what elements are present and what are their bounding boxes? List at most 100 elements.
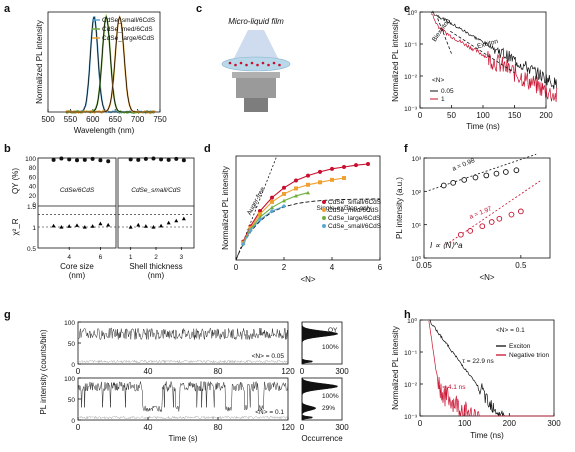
- panel-f-axes: [423, 157, 551, 259]
- x-tick-label-b: 3: [180, 254, 184, 261]
- y-tick-label-e: 10⁻³: [404, 106, 418, 113]
- legend-entry-d-1: CdSe_med/6CdS: [328, 207, 379, 214]
- x-axis-label-h: Time (ns): [470, 431, 504, 440]
- formula-f: I ∝ ⟨N⟩^a: [430, 241, 463, 250]
- chi2-point: [90, 224, 95, 228]
- x-tick-label-e: 100: [476, 111, 490, 120]
- legend-entry-e-1: 1: [441, 96, 445, 103]
- panel-d-axes: [235, 155, 381, 261]
- data-point-d: [281, 203, 287, 209]
- x-tick-label-g: 0: [76, 423, 81, 432]
- x-tick-label-g: 120: [281, 423, 295, 432]
- series-line-e-1: [431, 13, 558, 103]
- objective-base: [244, 98, 268, 112]
- x-tick-label-h: 0: [418, 419, 423, 428]
- data-point-f: [440, 182, 447, 189]
- chi2-point: [51, 223, 56, 228]
- x-tick-label-e: 50: [447, 111, 456, 120]
- x-axis-label-b-0: Core size: [60, 262, 94, 271]
- pl-trace-0: [77, 327, 289, 341]
- x-axis-unit-b-1: (nm): [148, 271, 165, 280]
- hist-tick-label-g-top: 0: [300, 367, 305, 376]
- y-tick-label-g: 0: [71, 418, 75, 425]
- hist-tick-label-g-top: 300: [335, 367, 349, 376]
- qy-point: [82, 157, 87, 162]
- auger-free-line: [235, 155, 278, 261]
- tau-label-h-1: τ = 4.1 ns: [438, 384, 466, 391]
- legend-marker-d-2: [322, 216, 326, 220]
- x-tick-label-e: 0: [418, 111, 423, 120]
- nanocrystal-dot: [239, 61, 243, 65]
- data-point-f: [479, 223, 486, 230]
- objective-body: [236, 76, 276, 98]
- y-tick-label-h: 10⁻¹: [404, 350, 418, 357]
- x-tick-label-g-top: 0: [76, 367, 81, 376]
- data-point-f: [472, 174, 479, 181]
- chi2-point: [67, 224, 72, 228]
- y-axis-label-f: PL intensity (a.u.): [395, 177, 404, 239]
- data-point-f: [493, 170, 500, 177]
- panel-b-axes-1: [117, 157, 195, 249]
- x-axis-unit-b-0: (nm): [69, 271, 86, 280]
- y-tick-label-b-top: 40: [29, 184, 37, 191]
- exciton-fit: [450, 30, 515, 74]
- y-tick-label-f: 10¹: [412, 223, 422, 230]
- y-tick-label-b-top: 80: [29, 165, 37, 172]
- x-tick-label-g: 40: [144, 423, 153, 432]
- light-cone: [232, 30, 280, 62]
- x-tick-label-g-top: 80: [214, 367, 223, 376]
- qy-point: [75, 158, 79, 163]
- x-tick-label-b: 2: [154, 254, 158, 261]
- y-tick-label-h: 10⁰: [407, 317, 417, 325]
- data-point-f: [513, 167, 520, 174]
- y-axis-label-a: Normalized PL intensity: [35, 20, 44, 104]
- y-axis-label-g: PL intensity (counts/bin): [39, 329, 48, 414]
- panel-label-d: d: [204, 143, 211, 155]
- hist-tick-label-g: 0: [300, 423, 305, 432]
- legend-marker-d-0: [322, 200, 326, 204]
- series-line-d-1: [242, 177, 345, 244]
- annotation-exciton: Exciton: [476, 38, 499, 50]
- annotation-single-exciton: Single-exciton-only: [317, 205, 373, 212]
- x-axis-label-d: <N>: [300, 275, 315, 284]
- y-tick-label-f: 10³: [412, 156, 422, 163]
- data-point-f: [483, 172, 490, 179]
- y-tick-label-g: 50: [68, 341, 76, 348]
- qy-label-g: QY: [328, 327, 338, 334]
- x-tick-label-g: 80: [214, 423, 223, 432]
- y-tick-label-e: 10⁻²: [404, 74, 418, 81]
- qy-point: [174, 156, 179, 161]
- hist-x-axis-label-g: Occurrence: [301, 434, 343, 443]
- panel-b-axes-0: [37, 157, 117, 249]
- x-axis-label-a: Wavelength (nm): [74, 126, 135, 135]
- x-tick-label-h: 300: [547, 419, 561, 428]
- data-point-d: [306, 182, 310, 187]
- panel-label-a: a: [4, 3, 11, 15]
- x-tick-label-f: 0.05: [416, 261, 432, 270]
- data-point-d: [306, 173, 310, 178]
- panel-b-sample-label-0: CdSe/6CdS: [60, 187, 95, 194]
- data-point-d: [294, 186, 298, 191]
- x-tick-label-h: 100: [458, 419, 472, 428]
- data-point-d: [241, 241, 246, 247]
- y-tick-label-g: 100: [64, 320, 75, 327]
- nanocrystal-dot: [256, 63, 259, 67]
- x-axis-label-b-1: Shell thickness: [129, 262, 182, 271]
- x-tick-label-b: 4: [67, 254, 71, 261]
- x-tick-label-a: 600: [86, 115, 100, 124]
- background-trace-1: [77, 415, 289, 420]
- legend-marker-d-3: [322, 224, 326, 228]
- chi2-point: [159, 223, 164, 228]
- pct-label-g-0: 100%: [322, 344, 339, 351]
- legend-marker-d-1: [322, 208, 326, 212]
- fit-label-f-0: a = 0.98: [451, 157, 476, 173]
- y-tick-label-f: 10²: [412, 189, 422, 196]
- annotation-auger-free: Auger-free: [246, 186, 267, 217]
- qy-point: [166, 157, 171, 162]
- data-point-d: [294, 178, 298, 183]
- data-point-d: [270, 199, 274, 204]
- y-tick-label-e: 10⁻¹: [404, 42, 418, 49]
- chi2-point: [106, 222, 111, 227]
- data-point-d: [330, 166, 334, 171]
